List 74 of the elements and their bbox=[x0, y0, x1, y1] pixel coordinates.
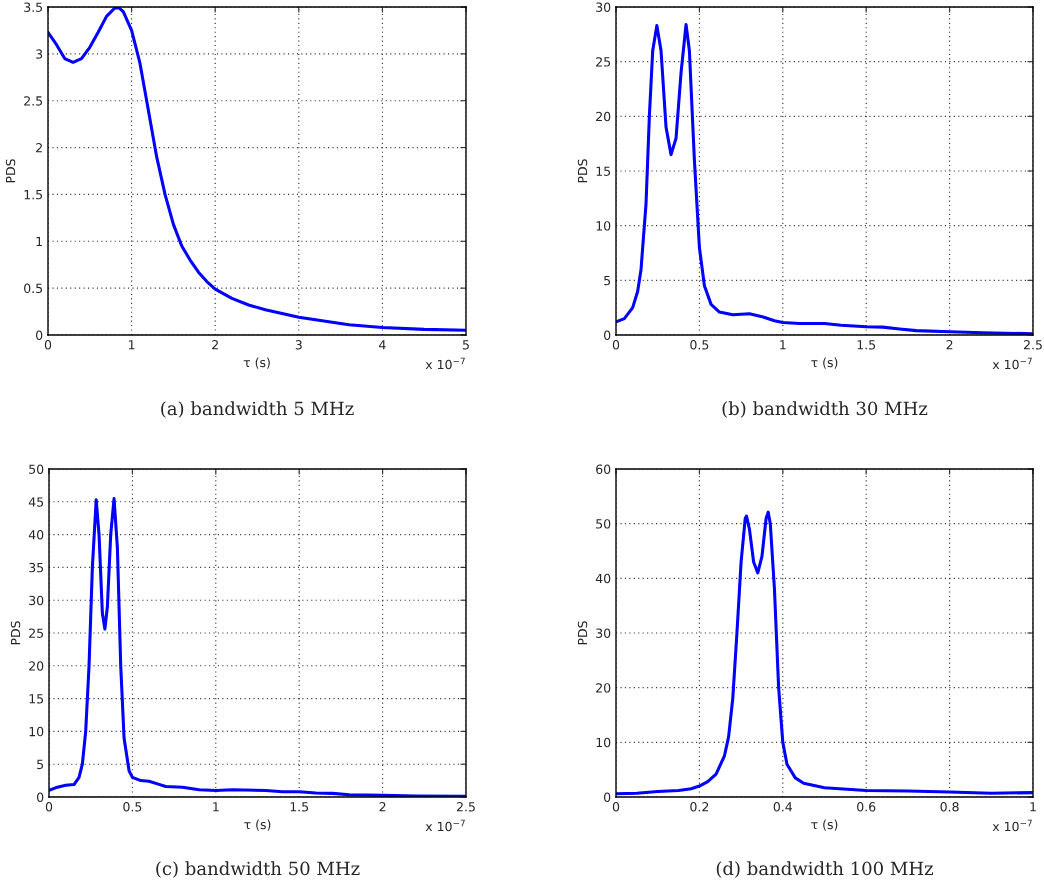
y-tick-label: 5 bbox=[604, 275, 611, 286]
y-tick-label: 10 bbox=[29, 726, 44, 737]
x-tick-label: 0.8 bbox=[940, 802, 959, 812]
x-tick-label: 1 bbox=[129, 340, 135, 350]
y-axis-title: PDS bbox=[577, 159, 588, 183]
x-tick-label: 3 bbox=[295, 340, 302, 350]
x-axis-title: τ (s) bbox=[811, 357, 838, 369]
y-tick-label: 45 bbox=[28, 497, 44, 507]
y-tick-label: 3.5 bbox=[24, 2, 43, 12]
x-tick-label: 1 bbox=[213, 802, 219, 812]
x-axis-title: τ (s) bbox=[243, 357, 270, 369]
x-tick-label: 2 bbox=[946, 340, 953, 350]
y-tick-label: 1 bbox=[36, 236, 42, 247]
y-tick-label: 10 bbox=[596, 737, 611, 748]
y-tick-label: 40 bbox=[28, 530, 44, 540]
x-tick-label: 0.6 bbox=[857, 802, 876, 812]
x-tick-label: 2 bbox=[212, 340, 218, 350]
y-tick-label: 25 bbox=[596, 57, 611, 67]
y-tick-label: 20 bbox=[596, 111, 611, 122]
y-tick-label: 0 bbox=[37, 792, 44, 802]
x-tick-label: 1.5 bbox=[857, 340, 876, 350]
y-tick-label: 3 bbox=[36, 49, 43, 59]
x-tick-label: 1.5 bbox=[290, 802, 309, 812]
x-tick-label: 0 bbox=[45, 802, 53, 812]
x-tick-label: 0.2 bbox=[690, 802, 709, 812]
y-tick-label: 25 bbox=[29, 628, 44, 638]
text: x 10$^{−7}$ bbox=[425, 357, 465, 370]
x-tick-label: 2.5 bbox=[456, 802, 475, 812]
y-tick-label: 40 bbox=[595, 573, 611, 584]
x-tick-label: 0 bbox=[612, 340, 620, 350]
y-tick-label: 60 bbox=[596, 464, 611, 474]
x-tick-label: 2 bbox=[379, 802, 386, 812]
y-tick-label: 0 bbox=[604, 792, 611, 802]
x-tick-label: 2.5 bbox=[1023, 340, 1042, 350]
x-tick-label: 4 bbox=[379, 340, 386, 350]
x-tick-label: 1 bbox=[1030, 802, 1036, 812]
x-axis-title: τ (s) bbox=[811, 819, 838, 831]
text: x 10$^{−7}$ bbox=[992, 819, 1032, 832]
text: x 10$^{−7}$ bbox=[992, 357, 1032, 370]
y-axis-title: PDS bbox=[10, 621, 21, 645]
y-tick-label: 35 bbox=[29, 562, 44, 573]
text: (d) bandwidth 100 MHz bbox=[716, 861, 933, 878]
x-tick-label: 0.5 bbox=[690, 340, 709, 350]
y-tick-label: 30 bbox=[596, 628, 611, 638]
y-tick-label: 50 bbox=[596, 519, 611, 529]
x-tick-label: 0.5 bbox=[123, 802, 142, 812]
y-tick-label: 30 bbox=[29, 595, 44, 606]
y-tick-label: 50 bbox=[29, 464, 44, 474]
y-axis-title: PDS bbox=[5, 159, 16, 183]
text: (a) bandwidth 5 MHz bbox=[161, 401, 354, 418]
text: (c) bandwidth 50 MHz bbox=[156, 861, 360, 878]
y-tick-label: 20 bbox=[29, 661, 44, 671]
x-tick-label: 0.4 bbox=[773, 802, 793, 812]
x-tick-label: 0 bbox=[44, 340, 52, 350]
text: x 10$^{−7}$ bbox=[425, 819, 465, 832]
y-tick-label: 1.5 bbox=[24, 190, 43, 200]
x-tick-label: 1 bbox=[780, 340, 786, 350]
y-tick-label: 30 bbox=[596, 2, 611, 12]
y-tick-label: 15 bbox=[29, 694, 44, 704]
y-tick-label: 2.5 bbox=[24, 96, 43, 106]
y-tick-label: 5 bbox=[37, 759, 44, 770]
y-tick-label: 0 bbox=[604, 330, 611, 340]
text: (b) bandwidth 30 MHz bbox=[722, 401, 928, 418]
y-tick-label: 0 bbox=[36, 330, 43, 340]
x-tick-label: 0 bbox=[612, 802, 620, 812]
y-tick-label: 2 bbox=[36, 143, 42, 153]
y-tick-label: 10 bbox=[596, 221, 611, 231]
y-tick-label: 0.5 bbox=[24, 283, 43, 294]
y-axis-title: PDS bbox=[577, 621, 588, 645]
y-tick-label: 20 bbox=[596, 683, 611, 693]
x-tick-label: 5 bbox=[462, 340, 469, 350]
x-axis-title: τ (s) bbox=[244, 819, 271, 831]
y-tick-label: 15 bbox=[596, 166, 611, 176]
line-series bbox=[48, 7, 466, 332]
